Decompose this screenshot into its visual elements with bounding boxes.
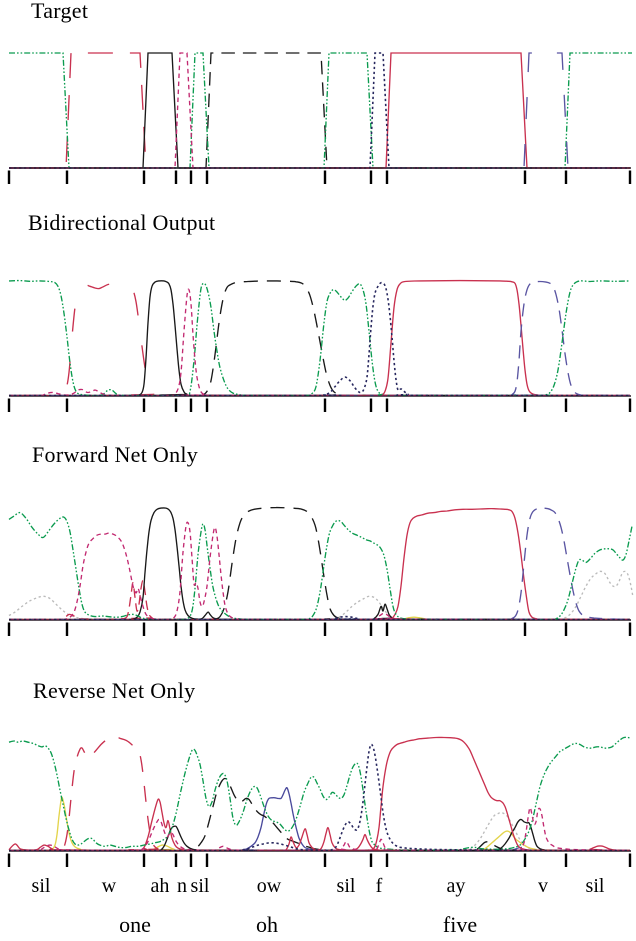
svg-text:sil: sil bbox=[191, 875, 210, 897]
svg-text:n: n bbox=[177, 875, 187, 897]
svg-text:oh: oh bbox=[256, 912, 278, 936]
svg-text:Bidirectional Output: Bidirectional Output bbox=[28, 210, 215, 235]
svg-text:Forward Net Only: Forward Net Only bbox=[32, 442, 198, 467]
svg-text:Reverse Net Only: Reverse Net Only bbox=[33, 678, 195, 703]
svg-text:one: one bbox=[119, 912, 151, 936]
svg-text:sil: sil bbox=[337, 875, 356, 897]
svg-text:f: f bbox=[376, 875, 383, 897]
svg-text:v: v bbox=[538, 875, 548, 897]
svg-text:sil: sil bbox=[586, 875, 605, 897]
svg-text:ay: ay bbox=[447, 875, 466, 897]
svg-text:five: five bbox=[443, 912, 477, 936]
svg-text:Target: Target bbox=[31, 0, 88, 23]
svg-text:sil: sil bbox=[32, 875, 51, 897]
svg-text:w: w bbox=[102, 875, 117, 897]
svg-text:ah: ah bbox=[151, 875, 170, 897]
svg-text:ow: ow bbox=[257, 875, 282, 897]
